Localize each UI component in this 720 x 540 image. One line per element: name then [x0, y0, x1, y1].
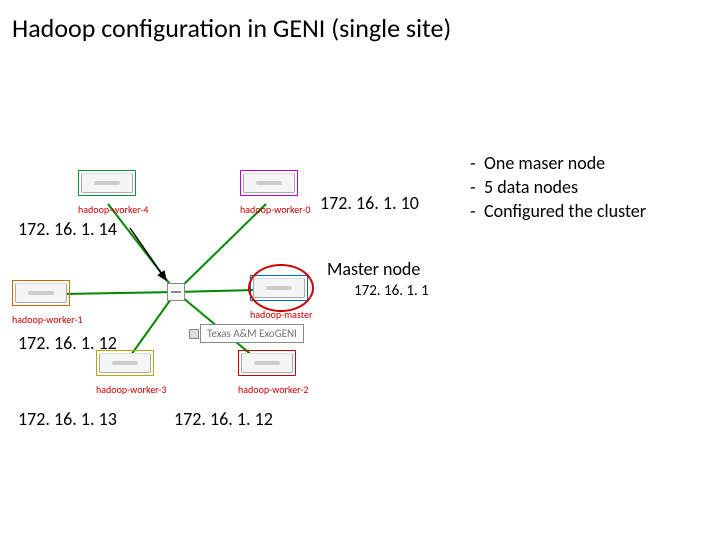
bullet-dash: - — [470, 152, 484, 174]
network-switch-icon — [167, 283, 185, 301]
ip-address-label: 172. 16. 1. 12 — [18, 332, 117, 354]
slide-root: { "title": { "text": "Hadoop configurati… — [0, 0, 720, 540]
slide-title: Hadoop configuration in GENI (single sit… — [12, 12, 451, 44]
master-node-highlight — [248, 264, 314, 312]
bullet-item: - Configured the cluster — [470, 200, 646, 222]
master-node-label: Master node — [327, 258, 420, 280]
bullet-dash: - — [470, 176, 484, 198]
ip-address-label: 172. 16. 1. 13 — [18, 408, 117, 430]
bullet-text: Configured the cluster — [484, 200, 646, 222]
server-icon — [78, 170, 136, 196]
node-caption: hadoop-worker-2 — [238, 383, 309, 396]
server-icon — [12, 280, 70, 306]
bullet-list: - One maser node - 5 data nodes - Config… — [470, 152, 646, 224]
ip-address-label: 172. 16. 1. 14 — [18, 218, 117, 240]
node-worker-4: hadoop-worker-4 — [78, 170, 149, 216]
node-worker-0: hadoop-worker-0 — [240, 170, 311, 216]
node-caption: hadoop-worker-3 — [96, 383, 167, 396]
bullet-text: One maser node — [484, 152, 605, 174]
ip-address-label: 172. 16. 1. 12 — [174, 408, 273, 430]
master-node-ip: 172. 16. 1. 1 — [354, 282, 429, 300]
node-caption: hadoop-worker-4 — [78, 203, 149, 216]
server-icon — [240, 170, 298, 196]
node-caption: hadoop-worker-1 — [12, 313, 83, 326]
node-caption: hadoop-worker-0 — [240, 203, 311, 216]
bullet-dash: - — [470, 200, 484, 222]
bullet-item: - One maser node — [470, 152, 646, 174]
node-worker-2: hadoop-worker-2 — [238, 350, 309, 396]
server-icon — [238, 350, 296, 376]
ip-address-label: 172. 16. 1. 10 — [320, 192, 419, 214]
bullet-text: 5 data nodes — [484, 176, 578, 198]
bullet-item: - 5 data nodes — [470, 176, 646, 198]
site-label: Texas A&M ExoGENI — [200, 324, 304, 343]
node-worker-3: hadoop-worker-3 — [96, 350, 167, 396]
node-worker-1: hadoop-worker-1 — [12, 280, 83, 326]
